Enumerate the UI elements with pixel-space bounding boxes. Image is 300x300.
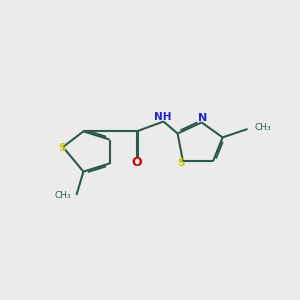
Text: N: N (198, 112, 207, 123)
Text: S: S (58, 143, 65, 153)
Text: S: S (178, 158, 185, 168)
Text: CH₃: CH₃ (254, 123, 271, 132)
Text: CH₃: CH₃ (55, 190, 71, 200)
Text: NH: NH (154, 112, 172, 122)
Text: O: O (131, 156, 142, 169)
